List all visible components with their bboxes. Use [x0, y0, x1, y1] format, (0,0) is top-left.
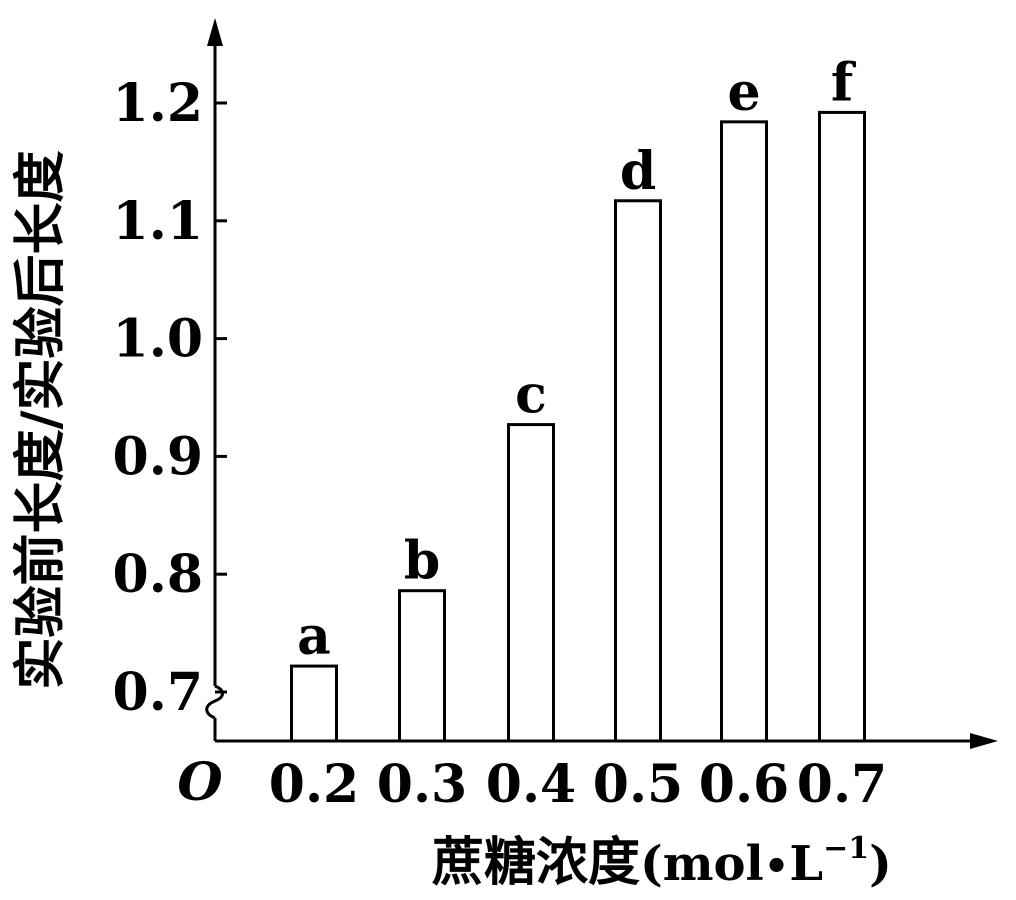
bar-label: e [727, 62, 760, 123]
y-axis-label: 实验前长度/实验后长度 [11, 151, 71, 690]
bar-label: d [620, 141, 656, 202]
x-tick-label: 0.2 [269, 754, 359, 815]
bar [720, 120, 768, 743]
bars [290, 110, 866, 743]
y-axis-arrow [207, 18, 223, 46]
bar [614, 199, 662, 743]
x-tick-label: 0.7 [797, 754, 887, 815]
bar [290, 664, 338, 743]
x-tick-label: 0.3 [377, 754, 467, 815]
bar-label: c [515, 365, 547, 426]
y-tick-label: 1.1 [113, 191, 203, 252]
labels: 0.7 0.8 0.9 1.0 1.1 1.2 a 0.2 b 0.3 c 0.4 d 0.5 e 0.6 f 0… [11, 52, 892, 893]
x-tick-label: 0.6 [699, 754, 789, 815]
bar-label: b [404, 531, 440, 592]
x-tick-label: 0.5 [593, 754, 683, 815]
bar-label: a [297, 606, 331, 667]
x-axis-label: 蔗糖浓度(mol•L−1) [432, 831, 892, 893]
y-tick-label: 0.7 [113, 662, 203, 723]
bar [818, 110, 866, 743]
x-axis-arrow [970, 733, 998, 749]
bar [507, 423, 555, 743]
x-tick-label: 0.4 [486, 754, 576, 815]
y-tick-label: 0.9 [113, 426, 203, 487]
y-tick-label: 0.8 [113, 544, 203, 605]
bar-label: f [831, 52, 857, 113]
origin-label: O [177, 752, 222, 813]
y-axis-break [205, 684, 224, 720]
y-tick-label: 1.0 [113, 309, 203, 370]
bar [398, 589, 446, 743]
y-tick-label: 1.2 [113, 73, 203, 134]
